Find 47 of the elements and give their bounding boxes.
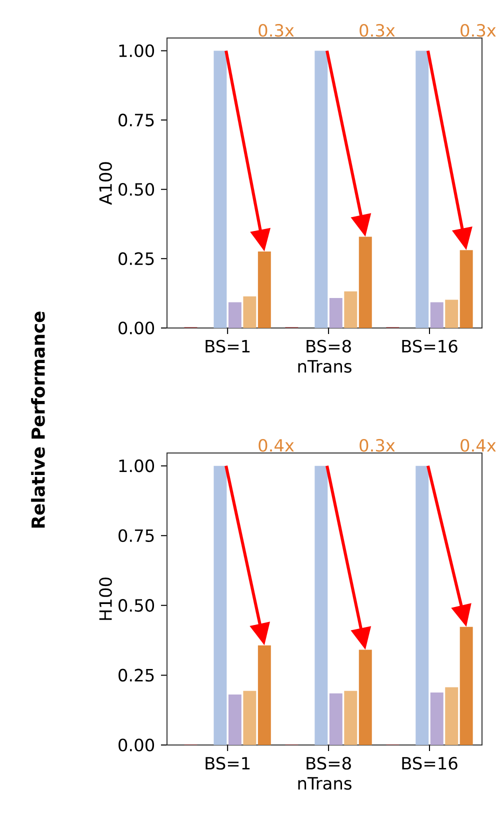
bar xyxy=(228,694,242,745)
bar xyxy=(329,693,342,745)
x-tick-label: BS=1 xyxy=(205,340,250,353)
y-tick-label: 0.50 xyxy=(118,182,154,196)
x-tick-label: BS=16 xyxy=(402,756,458,770)
text: 0.3x xyxy=(359,24,395,37)
text: 0.3x xyxy=(359,438,395,452)
x-axis-title: nTrans xyxy=(298,360,352,373)
bar xyxy=(444,300,458,328)
bar xyxy=(415,466,428,745)
y-tick-label: 0.75 xyxy=(118,114,154,126)
y-tick-label: 0.50 xyxy=(118,599,154,612)
text: Relative Performance xyxy=(30,312,45,528)
bar xyxy=(344,690,357,745)
bar xyxy=(242,690,256,745)
bar xyxy=(415,50,428,328)
text: 0.3x xyxy=(460,24,496,37)
bar xyxy=(314,50,328,328)
y-tick-label: 0.25 xyxy=(118,252,154,266)
x-tick-label: BS=16 xyxy=(402,340,458,353)
bar xyxy=(344,291,357,328)
x-tick-label: BS=1 xyxy=(205,756,250,770)
x-tick-label: BS=8 xyxy=(306,756,351,770)
y-tick-label: 0.00 xyxy=(118,738,154,752)
text: 0.4x xyxy=(460,438,496,452)
bar xyxy=(460,626,473,745)
y-tick-label: 0.75 xyxy=(118,529,154,542)
bar xyxy=(430,692,444,745)
bar xyxy=(242,296,256,328)
bar xyxy=(314,466,328,745)
x-axis-title: nTrans xyxy=(298,777,352,790)
bar xyxy=(430,302,444,328)
bar xyxy=(228,302,242,328)
y-tick-label: 1.00 xyxy=(119,44,154,58)
bar xyxy=(460,250,473,328)
x-tick-label: BS=8 xyxy=(306,340,351,353)
bar xyxy=(444,687,458,745)
y-axis-title: A100 xyxy=(98,162,112,205)
text: 0.4x xyxy=(258,438,294,452)
bar xyxy=(329,298,342,328)
y-tick-label: 1.00 xyxy=(119,459,154,472)
bar xyxy=(214,466,226,745)
y-tick-label: 0.00 xyxy=(118,322,154,334)
text: 0.3x xyxy=(258,24,294,37)
y-tick-label: 0.25 xyxy=(118,668,154,682)
bar xyxy=(214,50,226,328)
y-axis-title: H100 xyxy=(98,578,112,620)
